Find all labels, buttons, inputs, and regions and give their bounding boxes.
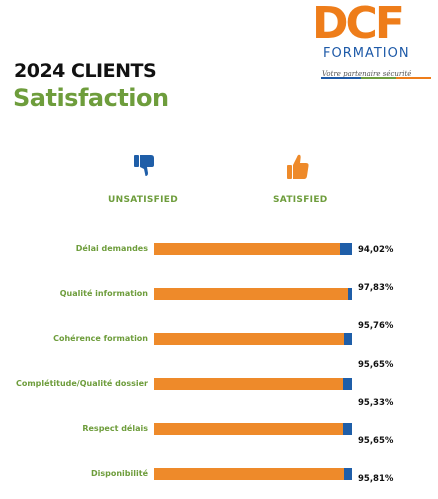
bar	[154, 378, 352, 390]
unsatisfied-label: UNSATISFIED	[108, 195, 178, 205]
bar	[154, 468, 352, 480]
logo-tagline: Votre partenaire sécurité	[322, 70, 412, 78]
page-title: 2024 CLIENTS	[14, 60, 157, 82]
value-label: 95,33%	[358, 398, 394, 408]
bar	[154, 243, 352, 255]
bar-unsatisfied-segment	[342, 423, 352, 435]
thumbs-down-icon	[134, 155, 154, 176]
thumbs-up-icon	[287, 154, 309, 179]
bar-satisfied-segment	[154, 333, 344, 345]
bar-label: Complétitude/Qualité dossier	[15, 379, 148, 388]
bar-unsatisfied-segment	[347, 288, 352, 300]
dcf-logo: DCF FORMATION Votre partenaire sécurité	[308, 0, 434, 86]
bar-label: Disponibilité	[90, 469, 148, 478]
value-label: 97,83%	[358, 283, 394, 293]
logo-sub: FORMATION	[323, 46, 410, 61]
bar-satisfied-segment	[154, 378, 344, 390]
logo-letters: DCF	[312, 0, 405, 49]
value-label: 95,76%	[358, 321, 394, 331]
bar	[154, 333, 352, 345]
bar-label: Cohérence formation	[53, 334, 148, 343]
bar-unsatisfied-segment	[340, 243, 352, 255]
bar-satisfied-segment	[154, 423, 343, 435]
value-label: 95,81%	[358, 474, 394, 484]
bar-satisfied-segment	[154, 468, 344, 480]
bar-satisfied-segment	[154, 288, 348, 300]
satisfied-label: SATISFIED	[273, 195, 328, 205]
bar	[154, 423, 352, 435]
bar-unsatisfied-segment	[343, 333, 352, 345]
bar-label: Respect délais	[82, 424, 148, 433]
bar-unsatisfied-segment	[343, 468, 352, 480]
value-label: 94,02%	[358, 245, 394, 255]
bar-satisfied-segment	[154, 243, 341, 255]
page-subtitle: Satisfaction	[13, 84, 169, 112]
bar-label: Délai demandes	[75, 244, 148, 253]
bar-unsatisfied-segment	[343, 378, 352, 390]
bar	[154, 288, 352, 300]
value-label: 95,65%	[358, 436, 394, 446]
bar-label: Qualité information	[59, 289, 148, 298]
value-label: 95,65%	[358, 360, 394, 370]
logo-divider	[321, 64, 431, 79]
